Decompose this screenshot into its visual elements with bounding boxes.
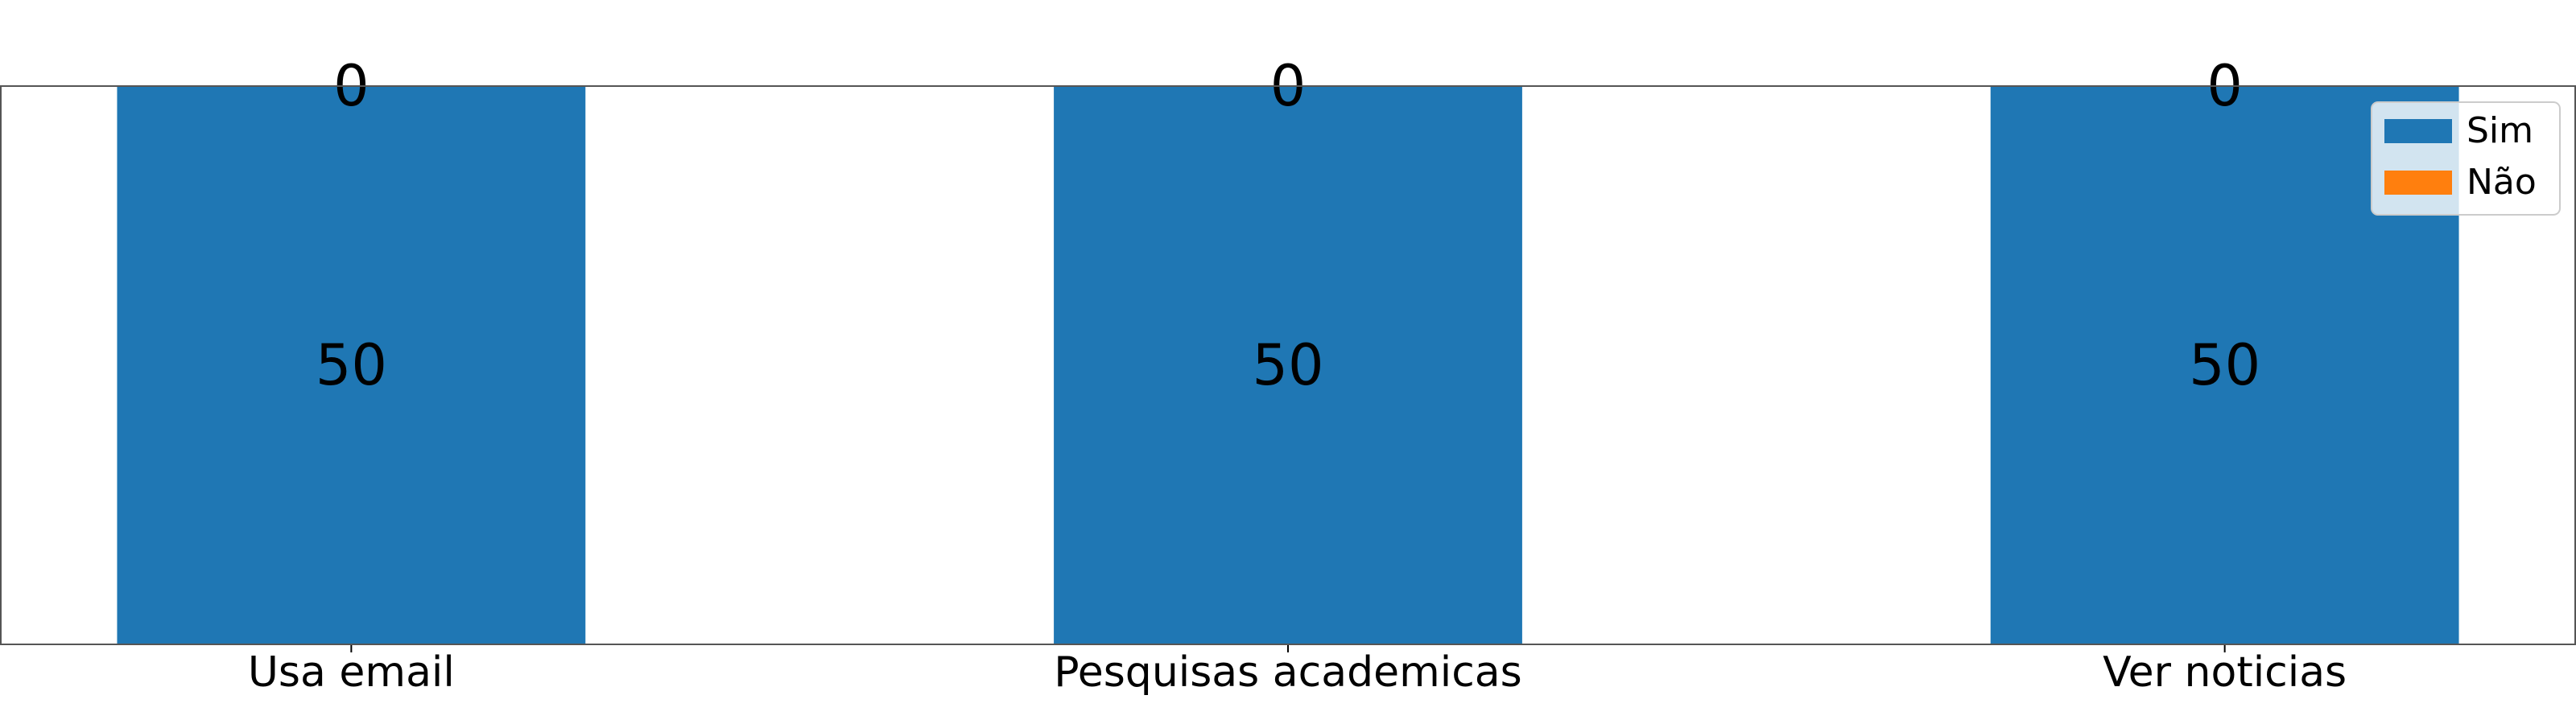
x-tick-label-0: Usa email <box>248 648 455 697</box>
legend-label-sim: Sim <box>2467 110 2533 151</box>
legend: Sim Não <box>2371 101 2561 216</box>
legend-label-nao: Não <box>2467 162 2537 203</box>
data-label-sim-2: 50 <box>2189 332 2260 398</box>
data-label-sim-0: 50 <box>316 332 387 398</box>
x-tick-label-2: Ver noticias <box>2103 648 2347 697</box>
x-tick-label-1: Pesquisas academicas <box>1054 648 1522 697</box>
plot-frame <box>0 85 2576 645</box>
data-label-sim-1: 50 <box>1252 332 1323 398</box>
bar-sim-0 <box>117 86 586 644</box>
x-ticks-layer: Usa email Pesquisas academicas Ver noticia… <box>248 644 2347 697</box>
legend-swatch-sim <box>2384 119 2452 143</box>
legend-swatch-nao <box>2384 171 2452 195</box>
bar-sim-1 <box>1054 86 1522 644</box>
